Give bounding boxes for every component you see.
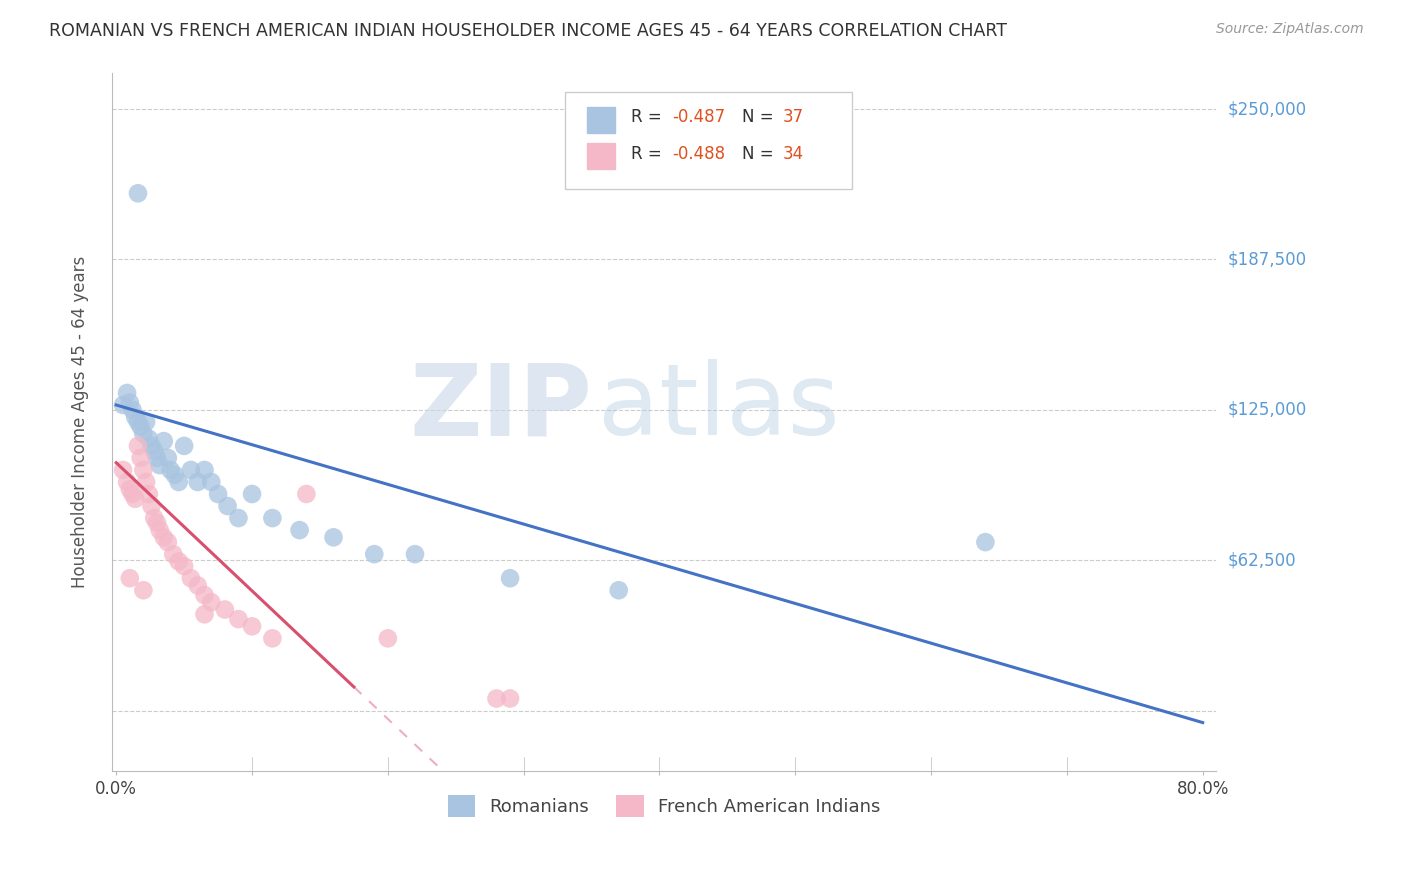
Point	[295, 487, 318, 501]
Point	[159, 463, 181, 477]
Point	[485, 691, 508, 706]
Point	[152, 530, 174, 544]
Text: 34: 34	[782, 145, 803, 162]
Point	[363, 547, 385, 561]
Point	[173, 439, 195, 453]
Point	[127, 415, 149, 429]
Point	[132, 426, 155, 441]
Point	[193, 463, 215, 477]
Point	[118, 571, 141, 585]
Point	[135, 475, 157, 489]
Point	[262, 632, 284, 646]
Point	[127, 439, 149, 453]
Text: $125,000: $125,000	[1227, 401, 1306, 419]
Point	[149, 523, 172, 537]
Point	[240, 619, 263, 633]
Point	[187, 578, 209, 592]
Point	[187, 475, 209, 489]
Point	[127, 186, 149, 201]
Point	[607, 583, 630, 598]
Point	[152, 434, 174, 448]
Bar	[586, 144, 614, 169]
Text: $250,000: $250,000	[1227, 100, 1306, 118]
Text: $187,500: $187,500	[1227, 251, 1306, 268]
Point	[499, 691, 522, 706]
Point	[193, 588, 215, 602]
Point	[156, 535, 179, 549]
Point	[132, 463, 155, 477]
Point	[200, 595, 222, 609]
Point	[138, 487, 160, 501]
Bar	[586, 107, 614, 133]
Text: R =: R =	[631, 108, 666, 127]
Point	[129, 419, 152, 434]
Point	[240, 487, 263, 501]
Point	[146, 450, 169, 465]
Point	[115, 475, 138, 489]
Point	[115, 386, 138, 401]
Text: R =: R =	[631, 145, 666, 162]
Point	[141, 499, 163, 513]
Text: atlas: atlas	[598, 359, 839, 457]
Point	[214, 602, 236, 616]
Point	[129, 450, 152, 465]
Point	[149, 458, 172, 472]
Point	[143, 511, 166, 525]
Point	[121, 487, 143, 501]
Point	[124, 410, 146, 425]
Point	[135, 415, 157, 429]
Point	[404, 547, 426, 561]
Point	[228, 612, 250, 626]
Text: 37: 37	[782, 108, 803, 127]
Point	[111, 463, 134, 477]
Point	[207, 487, 229, 501]
Point	[141, 439, 163, 453]
Point	[200, 475, 222, 489]
Y-axis label: Householder Income Ages 45 - 64 years: Householder Income Ages 45 - 64 years	[72, 256, 89, 588]
Point	[173, 559, 195, 574]
Text: -0.487: -0.487	[672, 108, 725, 127]
Text: N =: N =	[741, 145, 779, 162]
Point	[288, 523, 311, 537]
Point	[162, 547, 184, 561]
Point	[974, 535, 997, 549]
Point	[180, 571, 202, 585]
Text: -0.488: -0.488	[672, 145, 725, 162]
Point	[262, 511, 284, 525]
Point	[163, 467, 186, 482]
Point	[217, 499, 239, 513]
Point	[121, 402, 143, 417]
Legend: Romanians, French American Indians: Romanians, French American Indians	[441, 788, 887, 824]
Point	[193, 607, 215, 622]
Point	[167, 475, 190, 489]
Point	[143, 443, 166, 458]
Text: ROMANIAN VS FRENCH AMERICAN INDIAN HOUSEHOLDER INCOME AGES 45 - 64 YEARS CORRELA: ROMANIAN VS FRENCH AMERICAN INDIAN HOUSE…	[49, 22, 1007, 40]
Point	[138, 432, 160, 446]
Text: N =: N =	[741, 108, 779, 127]
Point	[146, 516, 169, 530]
Text: Source: ZipAtlas.com: Source: ZipAtlas.com	[1216, 22, 1364, 37]
Point	[132, 583, 155, 598]
Point	[322, 530, 344, 544]
Point	[118, 482, 141, 496]
Text: $62,500: $62,500	[1227, 551, 1296, 569]
Point	[118, 395, 141, 409]
Point	[124, 491, 146, 506]
Text: ZIP: ZIP	[409, 359, 592, 457]
FancyBboxPatch shape	[565, 92, 852, 189]
Point	[377, 632, 399, 646]
Point	[228, 511, 250, 525]
Point	[180, 463, 202, 477]
Point	[156, 450, 179, 465]
Point	[167, 554, 190, 568]
Point	[111, 398, 134, 412]
Point	[499, 571, 522, 585]
